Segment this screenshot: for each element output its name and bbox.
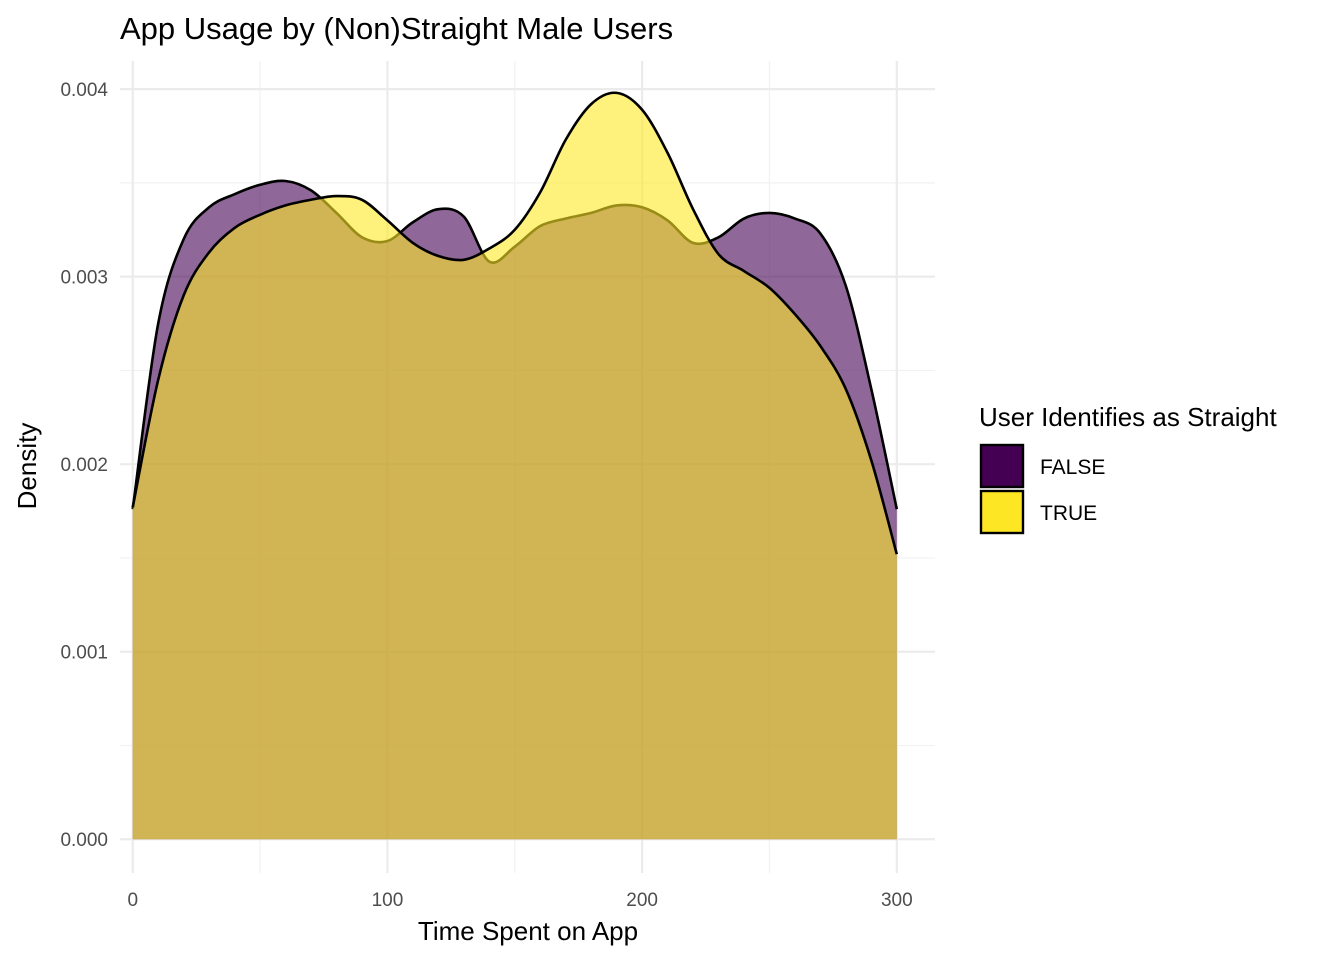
x-tick-label: 300 [881,890,913,911]
density-line-true [131,91,899,555]
x-axis-tick-labels: 0 100 200 300 [127,890,912,911]
density-area-true [132,92,897,840]
y-tick-label: 0.004 [60,80,108,101]
y-tick-label: 0.002 [60,455,108,476]
legend-swatch-false [979,443,1025,489]
legend-label-false: FALSE [1040,456,1105,479]
y-tick-label: 0.000 [60,830,108,851]
legend-swatch-true [979,489,1025,535]
legend: User Identifies as Straight FALSE TRUE [979,402,1277,535]
x-tick-label: 100 [372,890,404,911]
y-axis-tick-labels: 0.000 0.001 0.002 0.003 0.004 [60,80,108,851]
legend-label-true: TRUE [1040,502,1097,525]
x-axis-title: Time Spent on App [418,916,638,946]
chart-title: App Usage by (Non)Straight Male Users [120,11,673,46]
y-tick-label: 0.001 [60,643,108,664]
y-tick-label: 0.003 [60,268,108,289]
series-layer [131,91,899,840]
x-tick-label: 200 [626,890,658,911]
legend-title: User Identifies as Straight [979,402,1277,432]
y-axis-title: Density [12,423,42,510]
x-tick-label: 0 [127,890,138,911]
legend-items: FALSE TRUE [979,443,1105,535]
